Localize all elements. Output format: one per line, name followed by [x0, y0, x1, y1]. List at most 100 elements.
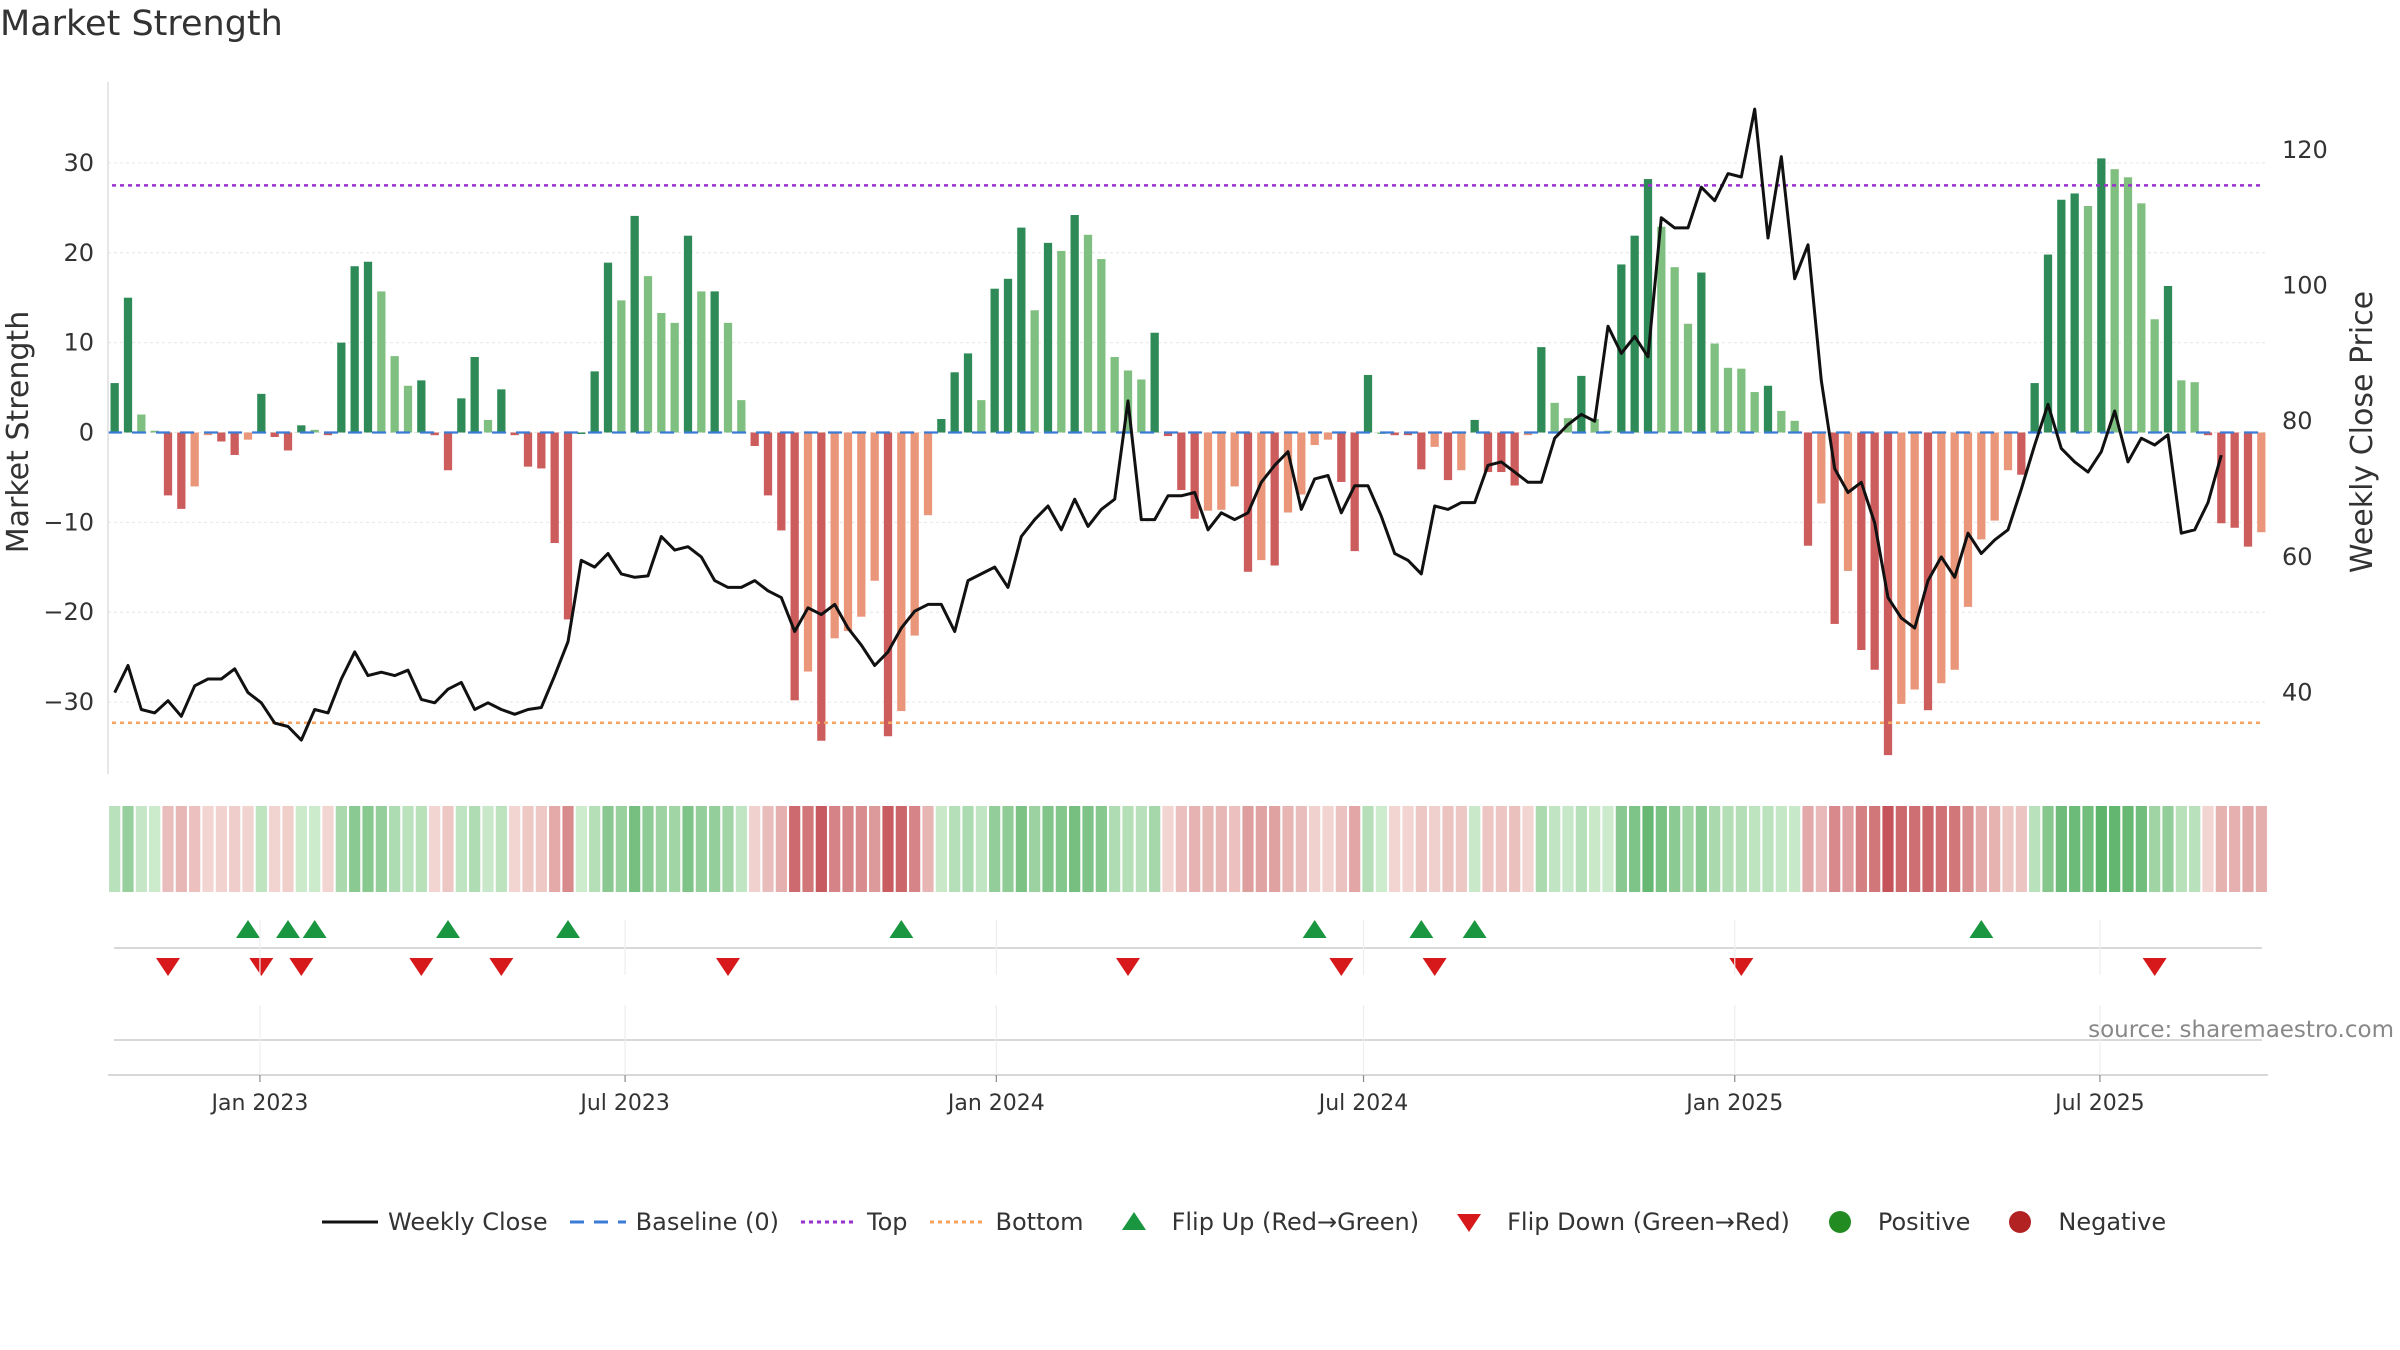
- heat-cell: [762, 806, 774, 892]
- strength-bar: [2177, 380, 2186, 433]
- strength-bar: [1737, 368, 1746, 433]
- strength-bar: [697, 291, 706, 433]
- strength-bar: [470, 357, 479, 433]
- heat-cell: [709, 806, 721, 892]
- x-tick-label: Jan 2025: [1684, 1091, 1783, 1116]
- heat-cell: [1215, 806, 1227, 892]
- heat-cell: [1495, 806, 1507, 892]
- legend-flip-down: Flip Down (Green→Red): [1439, 1207, 1790, 1237]
- strength-bar: [1643, 179, 1653, 433]
- strength-bar: [297, 425, 306, 433]
- y-axis-label: Market Strength: [1, 311, 36, 553]
- strength-bar: [2057, 199, 2066, 433]
- strength-bar: [1630, 235, 1639, 433]
- heat-cell: [1455, 806, 1467, 892]
- heat-cell: [789, 806, 801, 892]
- strength-bar: [1283, 432, 1293, 513]
- strength-bar: [1617, 264, 1626, 433]
- heat-cell: [722, 806, 734, 892]
- strength-bar: [1817, 432, 1826, 504]
- strength-bar: [2163, 286, 2173, 433]
- positive-dot-icon: [1828, 1211, 1851, 1233]
- heat-cell: [1522, 806, 1534, 892]
- strength-bar: [1577, 375, 1586, 433]
- strength-bar: [790, 432, 799, 701]
- chart-title: Market Strength: [0, 4, 283, 44]
- strength-bar: [1217, 432, 1226, 510]
- flip-down-marker: [156, 958, 180, 976]
- strength-bar: [2243, 432, 2253, 547]
- strength-bar: [443, 432, 453, 471]
- y-tick-label: −20: [43, 598, 94, 626]
- strength-bar: [1417, 432, 1426, 470]
- heat-cell: [1615, 806, 1627, 892]
- y-tick-label: 20: [63, 239, 94, 267]
- strength-bar: [2030, 383, 2039, 433]
- heat-cell: [1255, 806, 1267, 892]
- heat-cell: [935, 806, 947, 892]
- strength-bar: [1243, 432, 1253, 572]
- strength-bar: [883, 432, 893, 737]
- heat-cell: [1335, 806, 1347, 892]
- legend-bottom-label: Bottom: [995, 1208, 1084, 1236]
- heat-cell: [1775, 806, 1787, 892]
- flip-down-marker: [716, 958, 740, 976]
- heat-cell: [1642, 806, 1654, 892]
- strength-bar: [643, 276, 653, 433]
- strength-bar: [2043, 254, 2053, 433]
- strength-bar: [1483, 432, 1493, 473]
- strength-bar: [2190, 382, 2199, 433]
- strength-bar: [1150, 332, 1159, 433]
- strength-bar: [1070, 215, 1079, 433]
- heat-cell: [349, 806, 361, 892]
- heat-cell: [2015, 806, 2027, 892]
- heat-cell: [1002, 806, 1014, 892]
- heat-cell: [375, 806, 387, 892]
- strength-bar: [390, 356, 399, 433]
- strength-bar: [590, 371, 599, 433]
- legend-weekly-close-label: Weekly Close: [388, 1208, 548, 1236]
- heat-cell: [1375, 806, 1387, 892]
- strength-bar: [1590, 419, 1599, 433]
- heat-cell: [2255, 806, 2267, 892]
- strength-bar: [417, 380, 426, 433]
- heat-cell: [1975, 806, 1987, 892]
- strength-bar: [1763, 385, 1773, 433]
- x-tick-label: Jan 2023: [209, 1091, 308, 1116]
- y2-tick-label: 100: [2282, 272, 2328, 300]
- strength-bar: [2230, 432, 2239, 528]
- heat-cell: [1802, 806, 1814, 892]
- strength-bar: [1297, 432, 1306, 495]
- heat-cell: [2229, 806, 2241, 892]
- legend-flip-up-label: Flip Up (Red→Green): [1171, 1208, 1420, 1236]
- flip-down-icon: [1457, 1214, 1482, 1232]
- heat-cell: [1829, 806, 1841, 892]
- heat-cell: [442, 806, 454, 892]
- strength-bar: [2123, 177, 2133, 433]
- heat-cell: [1855, 806, 1867, 892]
- heat-cell: [882, 806, 894, 892]
- strength-bar: [310, 429, 319, 433]
- flip-markers: [114, 920, 2262, 976]
- strength-bar: [843, 432, 853, 632]
- strength-bar: [1017, 227, 1026, 433]
- y2-tick-label: 80: [2282, 407, 2313, 435]
- heat-cell: [1429, 806, 1441, 892]
- strength-bar: [2137, 203, 2146, 433]
- strength-bar: [1003, 278, 1013, 433]
- flip-down-marker: [2142, 958, 2167, 976]
- strength-bar: [1790, 420, 1799, 433]
- strength-bar: [2110, 169, 2119, 433]
- heat-cell: [1095, 806, 1107, 892]
- strength-bar: [1777, 410, 1786, 433]
- heat-cell: [869, 806, 881, 892]
- heat-cell: [1135, 806, 1147, 892]
- heat-cell: [815, 806, 827, 892]
- legend-top-label: Top: [867, 1208, 908, 1236]
- x-tick-label: Jul 2023: [578, 1091, 670, 1116]
- legend-positive-label: Positive: [1877, 1208, 1971, 1236]
- strength-bar: [1977, 432, 1986, 540]
- legend-flip-down-label: Flip Down (Green→Red): [1507, 1208, 1790, 1236]
- strength-bar: [1163, 432, 1173, 437]
- heat-cell: [1589, 806, 1601, 892]
